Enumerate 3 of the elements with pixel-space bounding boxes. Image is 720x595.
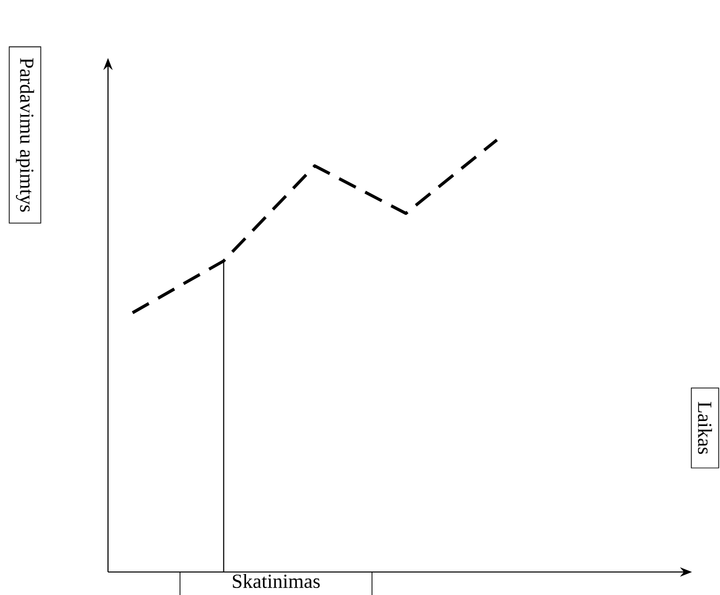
text: Skatinimas bbox=[232, 574, 320, 588]
text: Laikas bbox=[698, 402, 712, 454]
y-axis-title: Pardavimu apimtys bbox=[16, 58, 34, 212]
